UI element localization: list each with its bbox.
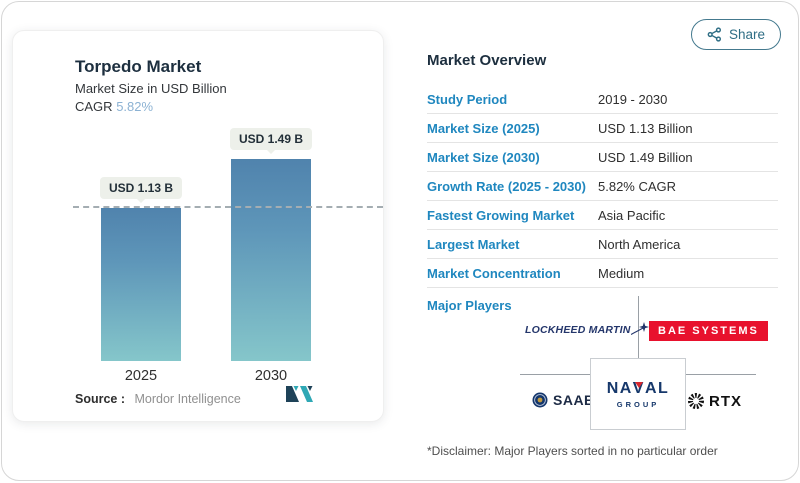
row-value: North America: [598, 236, 681, 252]
lockheed-star-icon: [631, 322, 650, 337]
bar: [101, 208, 181, 361]
row-label: Market Size (2030): [427, 149, 540, 165]
connector-vertical-line: [638, 296, 639, 358]
row-value: Medium: [598, 265, 645, 281]
table-row: Largest Market North America: [427, 230, 778, 259]
row-label: Study Period: [427, 91, 508, 107]
overview-title: Market Overview: [427, 52, 547, 69]
share-label: Share: [729, 27, 766, 42]
naval-group-name: NA V AL: [607, 380, 670, 398]
source-text: Mordor Intelligence: [134, 392, 241, 406]
bar: [231, 159, 311, 361]
source-row: Source : Mordor Intelligence: [75, 392, 241, 406]
disclaimer-text: *Disclaimer: Major Players sorted in no …: [427, 444, 718, 458]
row-label: Fastest Growing Market: [427, 207, 575, 223]
overview-table: Study Period 2019 - 2030 Market Size (20…: [427, 85, 778, 288]
chart-card: Torpedo Market Market Size in USD Billio…: [12, 30, 384, 422]
rtx-label: RTX: [709, 392, 742, 410]
saab-emblem-icon: [532, 392, 548, 408]
share-button[interactable]: Share: [691, 19, 782, 50]
lockheed-martin-logo: LOCKHEED MARTIN: [525, 322, 650, 337]
table-row: Market Concentration Medium: [427, 259, 778, 288]
reference-line: [73, 206, 383, 208]
naval-letters: NA: [606, 379, 633, 397]
table-row: Study Period 2019 - 2030: [427, 85, 778, 114]
lockheed-martin-label: LOCKHEED MARTIN: [525, 323, 631, 336]
naval-letters: AL: [644, 379, 670, 397]
table-row: Market Size (2025) USD 1.13 Billion: [427, 114, 778, 143]
mordor-intelligence-logo-icon: [286, 386, 313, 407]
saab-label: SAAB: [553, 392, 595, 408]
table-row: Fastest Growing Market Asia Pacific: [427, 201, 778, 230]
row-label: Largest Market: [427, 236, 520, 252]
bar-group: USD 1.13 B 2025: [99, 127, 183, 384]
x-axis-label: 2030: [254, 368, 288, 384]
bae-systems-logo: BAE SYSTEMS: [649, 321, 768, 341]
bar-chart: USD 1.13 B 2025 USD 1.49 B 2030: [71, 127, 383, 384]
table-row: Market Size (2030) USD 1.49 Billion: [427, 143, 778, 172]
chart-subtitle: Market Size in USD Billion: [75, 81, 227, 96]
chart-title: Torpedo Market: [75, 57, 202, 76]
row-label: Market Concentration: [427, 265, 561, 281]
naval-letter-v: V: [632, 379, 645, 397]
major-players-label: Major Players: [427, 298, 512, 313]
share-icon: [707, 27, 722, 42]
source-label: Source :: [75, 392, 126, 406]
cagr-label: CAGR: [75, 99, 113, 114]
row-value: 5.82% CAGR: [598, 178, 677, 194]
row-label: Market Size (2025): [427, 120, 540, 136]
naval-group-logo: NA V AL GROUP: [590, 358, 686, 430]
row-value: Asia Pacific: [598, 207, 666, 223]
table-row: Growth Rate (2025 - 2030) 5.82% CAGR: [427, 172, 778, 201]
row-value: USD 1.13 Billion: [598, 120, 693, 136]
row-label: Growth Rate (2025 - 2030): [427, 178, 586, 194]
saab-logo: SAAB: [532, 392, 595, 408]
row-value: USD 1.49 Billion: [598, 149, 693, 165]
bae-systems-label: BAE SYSTEMS: [658, 325, 759, 337]
value-pill: USD 1.13 B: [99, 177, 183, 203]
value-pill: USD 1.49 B: [229, 128, 313, 154]
rtx-logo: RTX: [687, 392, 742, 410]
rtx-sunburst-icon: [687, 392, 705, 410]
naval-group-word: GROUP: [616, 399, 660, 409]
bar-group: USD 1.49 B 2030: [229, 127, 313, 384]
row-value: 2019 - 2030: [598, 91, 668, 107]
overview-panel: Market Overview Study Period 2019 - 2030…: [427, 46, 778, 476]
cagr-line: CAGR 5.82%: [75, 99, 153, 114]
cagr-value: 5.82%: [116, 99, 154, 114]
x-axis-label: 2025: [124, 368, 158, 384]
